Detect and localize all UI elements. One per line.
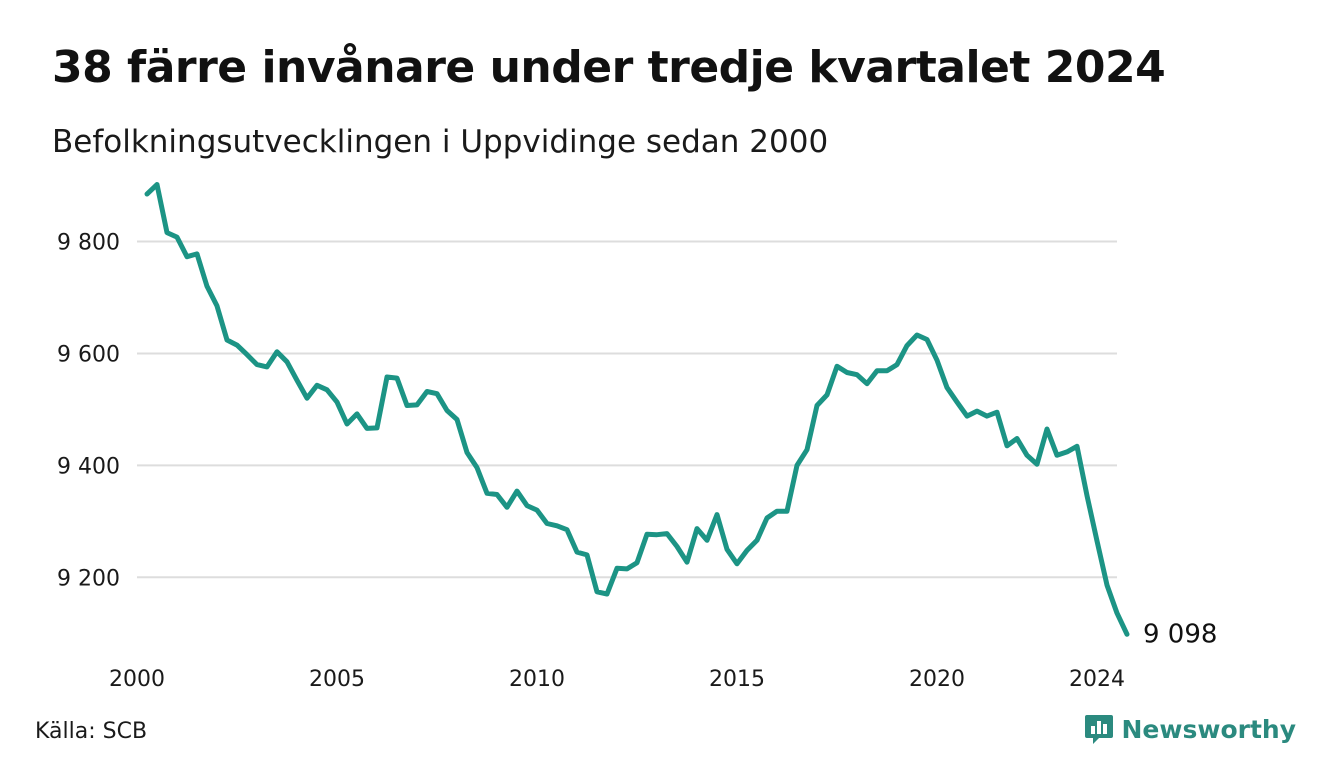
brand[interactable]: Newsworthy: [1084, 713, 1297, 745]
y-tick-label: 9 800: [57, 231, 120, 256]
x-tick-label: 2020: [909, 667, 965, 692]
x-tick-label: 2010: [509, 667, 565, 692]
x-tick-label: 2015: [709, 667, 765, 692]
y-tick-label: 9 400: [57, 454, 120, 479]
source-note: Källa: SCB: [35, 719, 148, 744]
x-tick-label: 2005: [309, 667, 365, 692]
chart-title: 38 färre invånare under tredje kvartalet…: [52, 42, 1166, 93]
bar-chart-speech-bubble-icon: [1084, 715, 1113, 744]
y-axis-ticks: 9 200 9 400 9 600 9 800: [57, 231, 120, 592]
x-tick-label: 2024: [1069, 667, 1125, 692]
x-axis-ticks: 2000 2005 2010 2015 2020 2024: [109, 667, 1125, 692]
grid-lines: [137, 240, 1117, 579]
brand-name: Newsworthy: [1121, 714, 1297, 744]
series-line-population: [144, 182, 1130, 637]
y-tick-label: 9 600: [57, 342, 120, 367]
x-tick-label: 2000: [109, 667, 165, 692]
end-value-label: 9 098: [1143, 619, 1217, 649]
y-tick-label: 9 200: [57, 566, 120, 591]
chart-subtitle: Befolkningsutvecklingen i Uppvidinge sed…: [52, 124, 829, 160]
